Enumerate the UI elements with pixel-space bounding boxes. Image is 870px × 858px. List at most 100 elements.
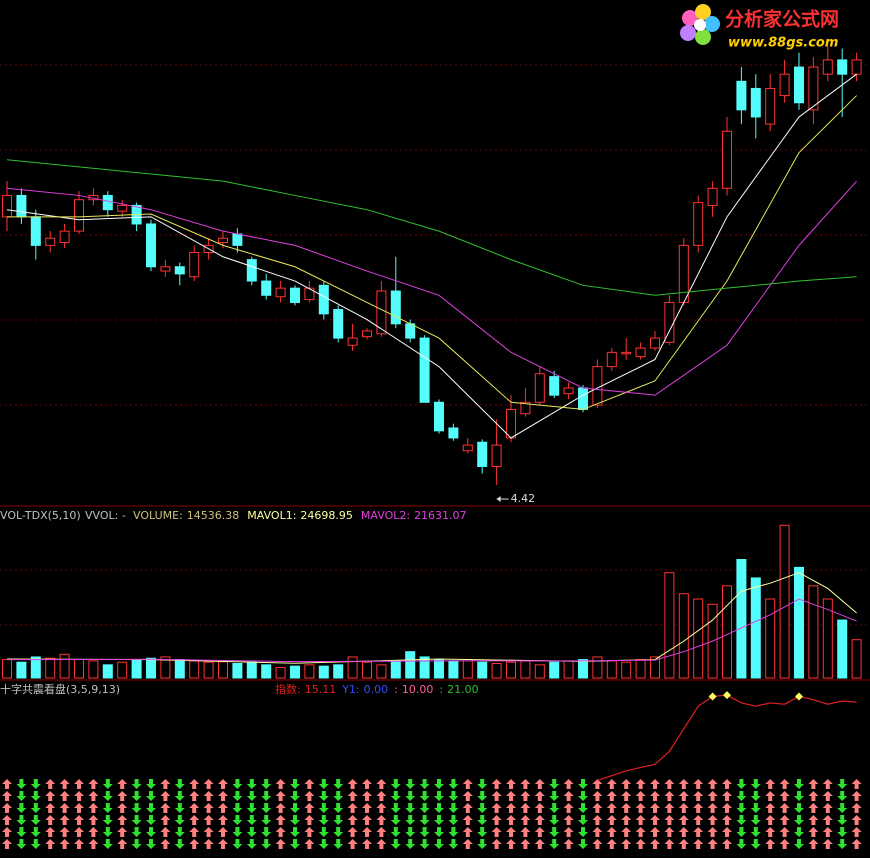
signal-arrow (102, 827, 113, 837)
signal-arrow (520, 827, 531, 837)
signal-arrow (506, 779, 516, 789)
signal-arrow (362, 839, 372, 849)
signal-arrow (563, 791, 574, 801)
signal-arrow (621, 815, 632, 825)
signal-arrow (318, 791, 329, 801)
volume-bar (678, 593, 689, 679)
signal-arrow (808, 779, 819, 789)
signal-arrow (117, 779, 128, 789)
candle-body (318, 284, 329, 315)
signal-arrow (290, 827, 300, 837)
signal-arrow (765, 791, 776, 801)
signal-arrow (592, 827, 603, 837)
signal-arrow (318, 803, 329, 813)
signal-arrow (174, 827, 185, 837)
signal-arrow (333, 791, 344, 801)
candle-body (520, 401, 531, 415)
signal-arrow (750, 791, 761, 801)
signal-arrow (102, 839, 113, 849)
volume-bar (174, 659, 185, 679)
signal-arrow (174, 803, 185, 813)
signal-arrow (678, 779, 689, 789)
candle-body (822, 59, 833, 75)
signal-arrow (59, 779, 70, 789)
candle-body (102, 194, 113, 211)
signal-arrow (448, 803, 459, 813)
signal-arrow (765, 803, 776, 813)
signal-arrow (347, 815, 358, 825)
signal-arrow (174, 839, 185, 849)
signal-arrow (650, 839, 660, 849)
signal-arrow (837, 827, 848, 837)
signal-arrow (448, 839, 459, 849)
signal-arrow (232, 839, 243, 849)
signal-arrow (74, 791, 84, 801)
signal-arrow (160, 791, 171, 801)
signal-arrow (376, 839, 387, 849)
volume-bar (635, 659, 646, 679)
candle-body (333, 309, 344, 339)
volume-bar (290, 665, 300, 679)
signal-arrow (693, 815, 704, 825)
signal-arrow (477, 803, 488, 813)
signal-arrow (506, 839, 516, 849)
signal-arrow (390, 827, 401, 837)
candle-body (707, 187, 718, 206)
signal-arrow (146, 803, 156, 813)
signal-arrow (606, 839, 617, 849)
signal-arrow (736, 779, 747, 789)
signal-arrow (405, 827, 416, 837)
signal-arrow (736, 839, 747, 849)
signal-arrow (232, 803, 243, 813)
signal-arrow (707, 839, 718, 849)
signal-arrow (693, 803, 704, 813)
candle-body (578, 387, 588, 410)
signal-arrow (563, 815, 574, 825)
signal-arrow (808, 791, 819, 801)
signal-arrow (102, 803, 113, 813)
volume-bar (318, 665, 329, 679)
volume-bar (578, 659, 588, 679)
signal-arrow (232, 791, 243, 801)
signal-arrow (851, 803, 862, 813)
volume-bar (160, 656, 171, 679)
signal-arrow (390, 779, 401, 789)
signal-arrow (750, 803, 761, 813)
volume-bar (232, 663, 243, 679)
signal-arrow (693, 839, 704, 849)
legend-value: 14536.38 (187, 509, 240, 522)
signal-arrow (160, 803, 171, 813)
signal-arrow (822, 815, 833, 825)
candle-body (30, 216, 41, 246)
signal-arrow (750, 839, 761, 849)
signal-arrow (434, 827, 444, 837)
volume-bar (563, 660, 574, 679)
signal-arrow (347, 827, 358, 837)
signal-arrow (88, 815, 99, 825)
signal-arrow (203, 803, 214, 813)
signal-arrow (160, 779, 171, 789)
signal-arrow (621, 803, 632, 813)
signal-arrow (851, 815, 862, 825)
signal-arrow (174, 815, 185, 825)
signal-arrow (131, 815, 142, 825)
signal-arrow (606, 827, 617, 837)
signal-arrow (189, 815, 200, 825)
candle-body (2, 194, 12, 218)
signal-arrow (318, 839, 329, 849)
signal-arrow (419, 803, 430, 813)
signal-arrow (102, 779, 113, 789)
signal-arrow (246, 815, 257, 825)
signal-arrow (59, 839, 70, 849)
signal-arrow (131, 803, 142, 813)
signal-arrow (549, 827, 560, 837)
signal-arrow (390, 803, 401, 813)
volume-bar (146, 657, 156, 679)
signal-arrow (362, 803, 372, 813)
signal-arrow (736, 827, 747, 837)
signal-arrow (851, 827, 862, 837)
signal-arrow (822, 791, 833, 801)
signal-arrow (275, 779, 286, 789)
signal-arrow (261, 815, 272, 825)
legend-value: 21.00 (447, 683, 479, 696)
